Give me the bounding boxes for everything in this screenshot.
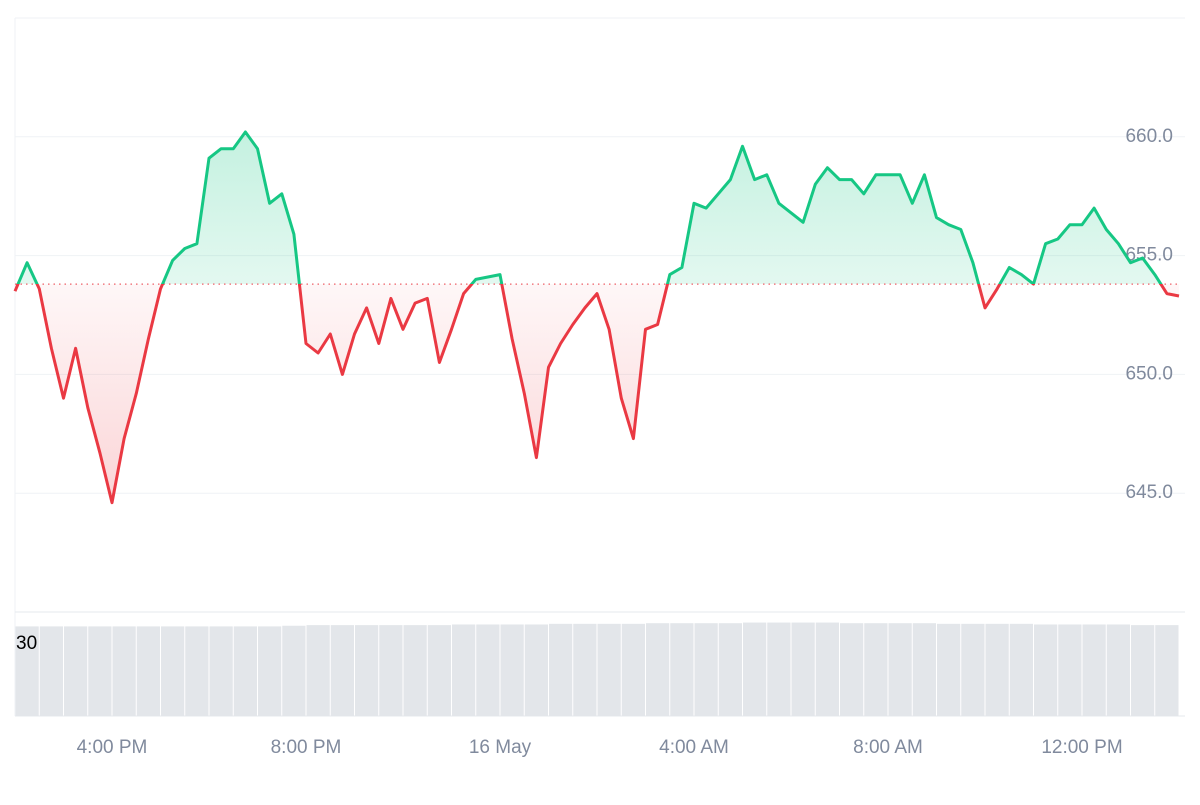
volume-bar [427, 625, 451, 716]
volume-bar [573, 623, 597, 716]
volume-bar [476, 624, 500, 716]
volume-bar [1082, 624, 1106, 716]
volume-bar [840, 623, 864, 716]
y-tick-label: 645.0 [1125, 482, 1173, 503]
volume-bar [1034, 624, 1058, 716]
volume-bar [282, 625, 306, 716]
x-tick-label: 8:00 AM [853, 737, 923, 758]
volume-bar [233, 626, 257, 716]
volume-tick-label: 30 [16, 633, 37, 654]
volume-bar [912, 623, 936, 716]
volume-bar [379, 625, 403, 716]
volume-bar [185, 626, 209, 716]
volume-bar [403, 625, 427, 716]
volume-bar [306, 625, 330, 716]
volume-bar [1131, 625, 1155, 716]
volume-bar [39, 626, 63, 716]
volume-bar [88, 626, 112, 716]
y-tick-label: 660.0 [1125, 126, 1173, 147]
x-tick-label: 4:00 PM [77, 737, 148, 758]
volume-bar [767, 622, 791, 716]
volume-bar [1058, 624, 1082, 716]
volume-bar [961, 623, 985, 716]
y-tick-label: 650.0 [1125, 363, 1173, 384]
volume-bar [1009, 623, 1033, 716]
volume-bar [985, 623, 1009, 716]
volume-bar [136, 626, 160, 716]
x-tick-label: 8:00 PM [271, 737, 342, 758]
x-tick-label: 4:00 AM [659, 737, 729, 758]
volume-bar [1155, 625, 1179, 716]
volume-bar [452, 624, 476, 716]
volume-bar [864, 623, 888, 716]
volume-bar [209, 626, 233, 716]
volume-bar [791, 622, 815, 716]
volume-bar [646, 623, 670, 716]
volume-bar [330, 625, 354, 716]
volume-bar [1106, 624, 1130, 716]
volume-bar [15, 626, 39, 716]
volume-bar [258, 626, 282, 716]
x-tick-label: 16 May [469, 737, 532, 758]
volume-bar [597, 623, 621, 716]
volume-bar [355, 625, 379, 716]
volume-bar [743, 622, 767, 716]
volume-bar [161, 626, 185, 716]
volume-bar [937, 623, 961, 716]
volume-bar [524, 624, 548, 716]
volume-bar [694, 623, 718, 716]
volume-bar [888, 623, 912, 716]
x-tick-label: 12:00 PM [1041, 737, 1122, 758]
volume-bar [815, 622, 839, 716]
volume-bar [64, 626, 88, 716]
price-line [13, 130, 1180, 505]
volume-bar [670, 623, 694, 716]
volume-bar [500, 624, 524, 716]
area [15, 132, 1179, 503]
volume-bar [549, 623, 573, 716]
volume-bar [621, 623, 645, 716]
volume-bar [718, 623, 742, 716]
volume-bar [112, 626, 136, 716]
